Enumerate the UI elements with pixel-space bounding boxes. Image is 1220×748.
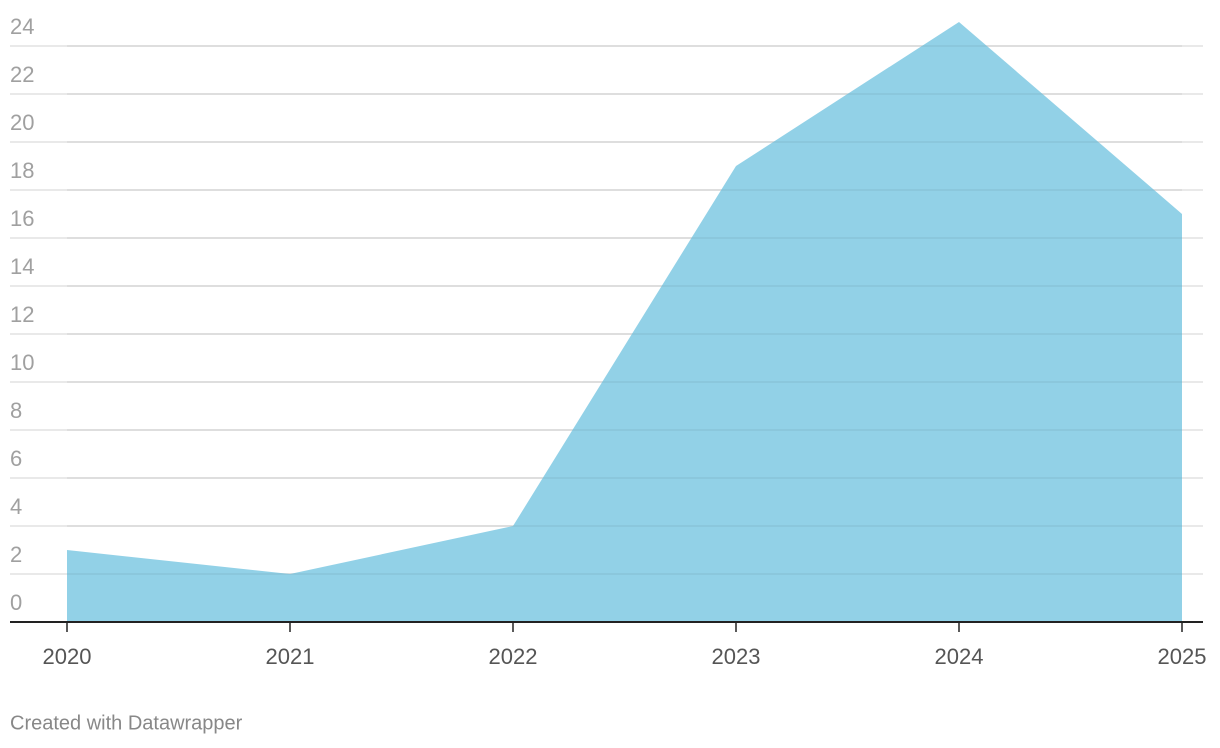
y-tick-label: 8 xyxy=(10,398,22,423)
area xyxy=(67,22,1182,622)
y-tick-label: 20 xyxy=(10,110,34,135)
y-tick-label: 10 xyxy=(10,350,34,375)
credit: Created with Datawrapper xyxy=(10,712,243,734)
x-tick-label: 2024 xyxy=(935,644,984,669)
y-tick-label: 2 xyxy=(10,542,22,567)
x-tick-label: 2022 xyxy=(489,644,538,669)
y-tick-label: 22 xyxy=(10,62,34,87)
y-tick-label: 12 xyxy=(10,302,34,327)
x-tick-label: 2025 xyxy=(1158,644,1207,669)
x-tick-label: 2020 xyxy=(43,644,92,669)
x-tick-label: 2021 xyxy=(266,644,315,669)
y-tick-label: 24 xyxy=(10,14,34,39)
y-tick-label: 16 xyxy=(10,206,34,231)
x-tick-label: 2023 xyxy=(712,644,761,669)
y-tick-label: 4 xyxy=(10,494,22,519)
y-tick-label: 14 xyxy=(10,254,34,279)
y-tick-label: 6 xyxy=(10,446,22,471)
y-tick-label: 18 xyxy=(10,158,34,183)
y-tick-label: 0 xyxy=(10,590,22,615)
